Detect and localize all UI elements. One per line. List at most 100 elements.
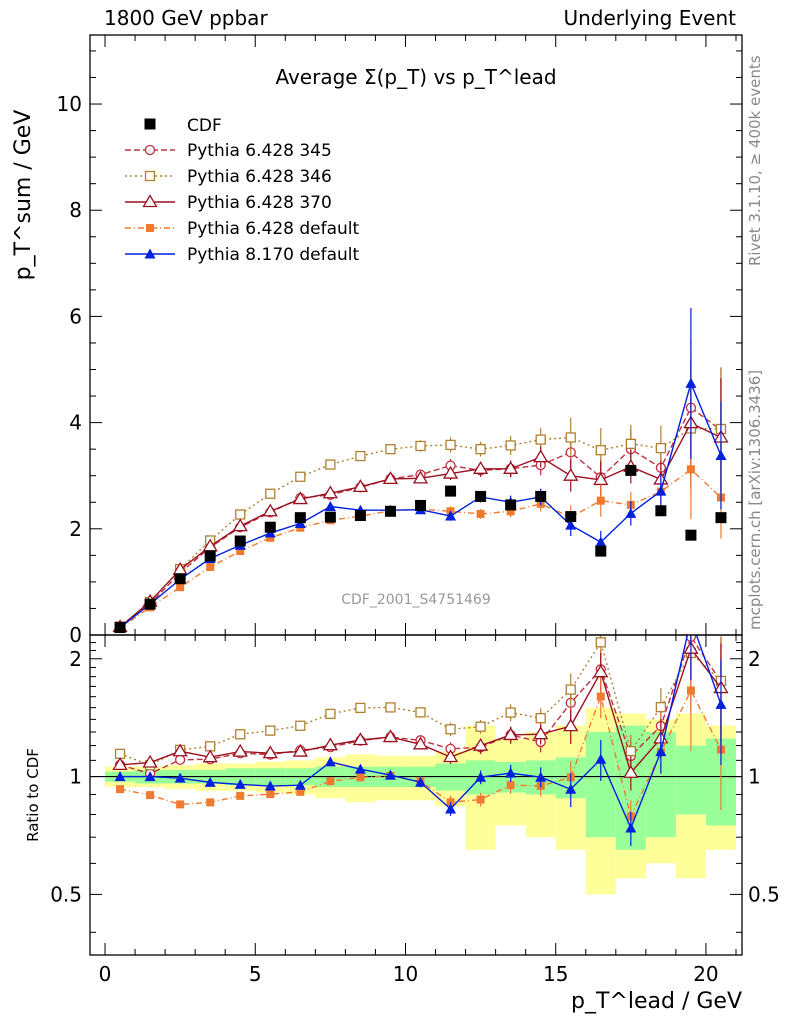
- series-1-point: [595, 445, 606, 456]
- series-4-ratio-point: [445, 803, 457, 814]
- series-2-ratio-point: [232, 743, 248, 757]
- legend-label-0: Pythia 6.428 345: [187, 141, 332, 161]
- series-4-ratio-point: [384, 769, 396, 780]
- series-4-ratio-point: [625, 822, 637, 833]
- ratio-y-tick-label: 0.5: [50, 882, 82, 906]
- ratio-y-tick-label-right: 1: [748, 765, 761, 789]
- legend-marker-2: [142, 194, 158, 208]
- main-plot-area: [112, 307, 729, 634]
- series-1-ratio-point: [295, 720, 306, 731]
- series-4-ratio-point: [294, 779, 306, 790]
- series-4-point: [655, 485, 667, 496]
- series-1-point: [295, 471, 306, 482]
- series-2-point: [232, 518, 248, 532]
- series-3-ratio-point: [356, 773, 365, 782]
- series-1-ratio-point: [595, 637, 606, 648]
- series-2-point: [352, 479, 369, 493]
- series-3-ratio-point: [296, 787, 305, 796]
- ratio-y-tick-label: 1: [69, 765, 82, 789]
- series-4-ratio-point: [565, 783, 577, 794]
- x-tick-label: 20: [693, 962, 718, 986]
- series-1-point: [265, 488, 276, 499]
- series-1-point: [385, 444, 396, 455]
- series-3-ratio-point: [266, 790, 275, 799]
- series-2-ratio-point: [322, 737, 339, 751]
- series-3-ratio-point: [146, 791, 155, 800]
- series-3-point: [266, 533, 275, 542]
- series-1-ratio-point: [625, 746, 636, 757]
- main-panel: [89, 34, 743, 636]
- series-4-ratio-point: [595, 753, 607, 764]
- series-1-point: [565, 432, 576, 443]
- series-1-point: [625, 438, 636, 449]
- series-2-point: [292, 491, 308, 505]
- cdf-point: [415, 499, 427, 511]
- cdf-point: [715, 512, 727, 524]
- series-4-ratio-point: [415, 776, 427, 787]
- series-4-ratio-point: [655, 746, 667, 757]
- band-green: [675, 745, 706, 815]
- series-1-ratio-point: [114, 748, 126, 760]
- series-3-point: [176, 583, 185, 592]
- y-tick-label: 10: [57, 92, 82, 116]
- series-2-ratio-point: [292, 743, 308, 757]
- series-1-ratio-point: [235, 729, 246, 740]
- series-1-point: [535, 434, 546, 445]
- legend-label-3: Pythia 6.428 default: [187, 219, 360, 239]
- series-4-ratio-point: [715, 698, 727, 709]
- x-tick-label: 10: [393, 962, 418, 986]
- x-tick-label: 5: [249, 962, 262, 986]
- legend: CDF Pythia 6.428 345 Pythia 6.428 346 Pythi…: [125, 116, 360, 265]
- cdf-point: [565, 511, 577, 523]
- series-1-ratio-point: [565, 684, 576, 695]
- series-1-point: [505, 440, 516, 451]
- legend-label-2: Pythia 6.428 370: [187, 193, 332, 213]
- series-4-ratio-point: [505, 767, 517, 778]
- series-1-ratio-point: [415, 707, 426, 718]
- series-2-ratio-point: [533, 726, 549, 740]
- series-3-point: [686, 465, 695, 474]
- cdf-point: [354, 510, 366, 522]
- analysis-watermark: CDF_2001_S4751469: [341, 592, 490, 608]
- y-tick-label: 6: [69, 304, 82, 328]
- series-4-ratio-point: [174, 772, 186, 783]
- cdf-point: [595, 545, 607, 557]
- series-1-ratio-point: [325, 708, 336, 720]
- cdf-point: [445, 485, 457, 497]
- legend-marker-cdf: [144, 118, 156, 130]
- series-2-ratio-point: [623, 764, 639, 778]
- series-3-point: [506, 507, 515, 516]
- series-4-ratio-point: [475, 771, 487, 782]
- cdf-point: [505, 499, 517, 511]
- series-3-point: [206, 563, 215, 572]
- y-tick-label: 4: [69, 411, 82, 435]
- series-2-ratio-point: [412, 736, 429, 750]
- cdf-point: [475, 490, 487, 502]
- x-tick-label: 0: [99, 962, 112, 986]
- cdf-point: [535, 490, 547, 502]
- cdf-point: [234, 535, 246, 547]
- series-1-ratio-point: [385, 702, 396, 713]
- legend-label-cdf: CDF: [187, 116, 222, 136]
- series-2-point: [442, 465, 459, 479]
- series-3-ratio-point: [686, 686, 695, 695]
- series-1-ratio-point: [475, 721, 486, 732]
- series-1-point: [235, 509, 246, 520]
- series-4-ratio-point: [204, 776, 216, 787]
- series-4-point: [565, 519, 577, 530]
- y-tick-label: 2: [69, 517, 82, 541]
- series-1-point: [475, 444, 486, 455]
- series-2-point: [503, 461, 519, 474]
- legend-marker-3: [146, 224, 154, 232]
- series-2-ratio-point: [112, 757, 128, 770]
- cdf-point: [655, 505, 667, 517]
- cdf-point: [204, 550, 216, 562]
- series-2-point: [593, 472, 609, 486]
- series-4-ratio-point: [354, 763, 366, 774]
- series-1-point: [445, 439, 456, 451]
- series-4-point: [715, 450, 727, 461]
- cdf-point: [294, 512, 306, 524]
- series-1-ratio-point: [535, 713, 546, 724]
- header-left: 1800 GeV ppbar: [104, 6, 268, 30]
